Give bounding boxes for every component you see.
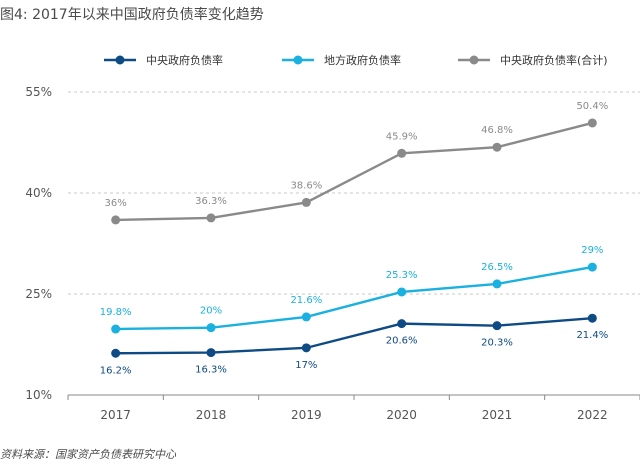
x-tick-label: 2022 xyxy=(577,408,608,422)
legend-swatch-marker xyxy=(469,55,479,65)
data-point xyxy=(111,324,121,334)
x-axis: 2017 2018 2019 2020 2021 2022 xyxy=(67,394,640,422)
data-label: 20.3% xyxy=(481,338,513,349)
legend-swatch-marker xyxy=(115,55,125,65)
data-label: 25.3% xyxy=(386,270,418,281)
y-tick-label: 55% xyxy=(25,85,52,99)
legend-label: 地方政府负债率 xyxy=(324,53,401,67)
data-point xyxy=(397,287,407,297)
data-point xyxy=(206,213,216,223)
data-label: 17% xyxy=(295,360,317,371)
data-label: 21.6% xyxy=(290,295,322,306)
x-tick-label: 2019 xyxy=(291,408,322,422)
data-label: 29% xyxy=(581,245,603,256)
source-note: 资料来源：国家资产负债表研究中心 xyxy=(0,448,176,461)
data-point xyxy=(301,343,311,353)
data-label: 16.2% xyxy=(100,365,132,376)
data-label: 36.3% xyxy=(195,196,227,207)
data-label: 16.3% xyxy=(195,365,227,376)
data-label: 50.4% xyxy=(576,101,608,112)
x-tick-label: 2017 xyxy=(100,408,131,422)
data-point xyxy=(492,321,502,331)
y-axis-tick-labels: 10% 25% 40% 55% xyxy=(25,85,52,402)
data-label: 20.6% xyxy=(386,336,418,347)
data-point xyxy=(301,197,311,207)
legend: 中央政府负债率 地方政府负债率 中央政府负债率(合计) xyxy=(104,53,608,67)
x-tick-label: 2018 xyxy=(196,408,227,422)
data-point xyxy=(111,348,121,358)
data-label: 46.8% xyxy=(481,125,513,136)
data-label: 26.5% xyxy=(481,262,513,273)
figure-title: 图4: 2017年以来中国政府负债率变化趋势 xyxy=(0,7,264,23)
y-tick-label: 40% xyxy=(25,186,52,200)
data-point xyxy=(301,312,311,322)
data-point xyxy=(492,142,502,152)
data-label: 36% xyxy=(105,198,127,209)
data-point xyxy=(492,279,502,289)
x-tick-label: 2021 xyxy=(482,408,513,422)
data-label: 20% xyxy=(200,306,222,317)
legend-swatch-marker xyxy=(293,55,303,65)
legend-label: 中央政府负债率 xyxy=(146,53,223,67)
series-line-0 xyxy=(115,317,593,355)
data-label: 21.4% xyxy=(576,330,608,341)
y-tick-label: 25% xyxy=(25,287,52,301)
series-line-2 xyxy=(115,121,593,222)
data-label: 19.8% xyxy=(100,307,132,318)
data-point xyxy=(111,215,121,225)
legend-label: 中央政府负债率(合计) xyxy=(500,53,608,67)
data-point xyxy=(206,323,216,333)
x-tick-label: 2020 xyxy=(386,408,417,422)
data-point xyxy=(587,262,597,272)
data-point xyxy=(206,348,216,358)
data-label: 38.6% xyxy=(290,180,322,191)
data-point xyxy=(397,148,407,158)
series-group: 16.2% 16.3% 17% 20.6% 20.3% 21.4% 19.8% 20% 21.6… xyxy=(100,101,608,376)
y-tick-label: 10% xyxy=(25,388,52,402)
data-point xyxy=(397,319,407,329)
data-label: 45.9% xyxy=(386,131,418,142)
data-point xyxy=(587,313,597,323)
series-line-1 xyxy=(115,265,593,331)
data-point xyxy=(587,118,597,128)
grid-lines xyxy=(68,91,640,295)
